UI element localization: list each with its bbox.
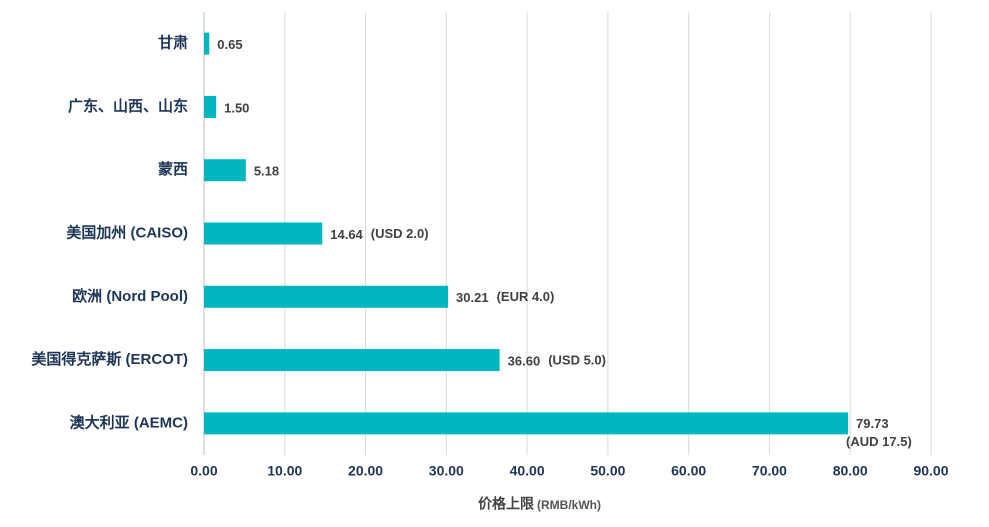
x-tick-label: 70.00 bbox=[752, 463, 787, 479]
value-label: 14.64 bbox=[330, 227, 363, 242]
y-tick-label: 蒙西 bbox=[158, 160, 188, 178]
value-label: 36.60 bbox=[508, 354, 541, 369]
bar bbox=[204, 95, 217, 118]
y-tick-label: 广东、山西、山东 bbox=[68, 97, 188, 115]
x-tick-label: 80.00 bbox=[833, 463, 868, 479]
value-label: 0.65 bbox=[217, 37, 242, 52]
x-tick-label: 0.00 bbox=[190, 463, 217, 479]
value-label: 1.50 bbox=[224, 100, 249, 115]
value-note: (AUD 17.5) bbox=[846, 434, 912, 449]
bar bbox=[204, 412, 849, 435]
value-label: 79.73 bbox=[856, 416, 889, 431]
value-note: (USD 2.0) bbox=[371, 226, 429, 241]
bar bbox=[204, 32, 210, 55]
value-label: 5.18 bbox=[254, 164, 279, 179]
y-tick-label: 美国加州 (CAISO) bbox=[66, 223, 188, 241]
x-axis-unit: (RMB/kWh) bbox=[537, 498, 601, 512]
y-tick-label: 欧洲 (Nord Pool) bbox=[72, 287, 188, 305]
x-tick-label: 20.00 bbox=[348, 463, 383, 479]
y-tick-label: 澳大利亚 (AEMC) bbox=[70, 413, 188, 431]
bar bbox=[204, 349, 500, 372]
value-note: (USD 5.0) bbox=[548, 353, 606, 368]
x-tick-label: 90.00 bbox=[913, 463, 948, 479]
value-note: (EUR 4.0) bbox=[497, 289, 555, 304]
bar bbox=[204, 285, 449, 308]
bar bbox=[204, 222, 323, 245]
y-tick-label: 甘肃 bbox=[158, 34, 188, 52]
x-tick-label: 50.00 bbox=[590, 463, 625, 479]
x-tick-label: 40.00 bbox=[510, 463, 545, 479]
x-axis-label: 价格上限 bbox=[478, 496, 534, 512]
y-tick-label: 美国得克萨斯 (ERCOT) bbox=[31, 350, 188, 368]
x-tick-label: 60.00 bbox=[671, 463, 706, 479]
value-label: 30.21 bbox=[456, 290, 489, 305]
bar bbox=[204, 159, 246, 182]
x-tick-label: 30.00 bbox=[429, 463, 464, 479]
x-tick-label: 10.00 bbox=[267, 463, 302, 479]
